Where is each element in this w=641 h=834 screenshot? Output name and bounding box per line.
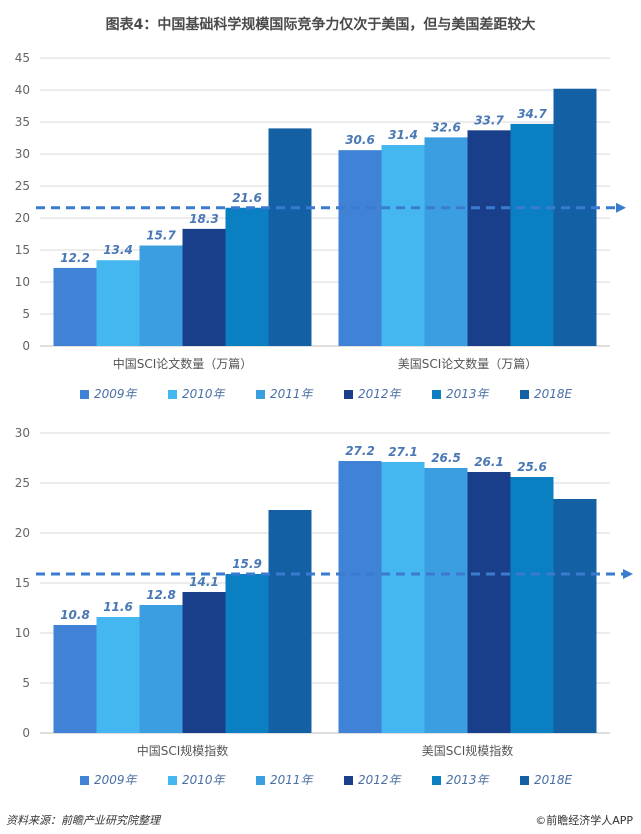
legend-label: 2013年	[446, 387, 491, 401]
legend-swatch	[520, 390, 529, 399]
data-label: 25.6	[517, 460, 547, 474]
bar	[225, 207, 269, 346]
y-tick-label: 10	[15, 626, 30, 640]
y-tick-label: 25	[15, 179, 30, 193]
y-tick-label: 40	[15, 83, 30, 97]
legend-label: 2010年	[182, 773, 227, 787]
y-tick-label: 5	[22, 307, 30, 321]
bar	[381, 145, 425, 346]
arrow-head-icon	[616, 202, 626, 213]
data-label: 18.3	[189, 212, 219, 226]
category-label: 美国SCI规模指数	[422, 743, 514, 758]
data-label: 11.6	[103, 600, 133, 614]
bar	[510, 477, 554, 733]
data-label: 31.4	[388, 128, 418, 142]
footer-source: 资料来源：前瞻产业研究院整理	[6, 814, 160, 827]
bar	[96, 260, 140, 346]
data-label: 12.2	[60, 251, 90, 265]
data-label: 33.7	[474, 113, 504, 127]
legend-swatch	[520, 776, 529, 785]
category-label: 美国SCI论文数量（万篇）	[398, 356, 538, 371]
bar	[424, 468, 468, 733]
arrow-head-icon	[623, 569, 633, 579]
bar	[182, 592, 226, 733]
data-label: 26.5	[431, 451, 461, 465]
footer-brand: ©前瞻经济学人APP	[535, 814, 633, 827]
data-label: 13.4	[103, 243, 133, 257]
data-label: 30.6	[345, 133, 375, 147]
legend-label: 2011年	[270, 387, 315, 401]
y-tick-label: 15	[15, 576, 30, 590]
bar	[338, 150, 382, 346]
data-label: 27.2	[345, 444, 375, 458]
bar	[268, 510, 312, 733]
data-label: 32.6	[431, 120, 461, 134]
bar	[381, 462, 425, 733]
sci-papers-bar-chart: 0 5 10 15 20 25 30 35 40 45 12.2 13.4 15.7 18.3 21.6 中国…	[15, 51, 626, 401]
bar	[467, 472, 511, 733]
y-tick-label: 5	[22, 676, 30, 690]
bar	[268, 128, 312, 346]
y-tick-label: 20	[15, 211, 30, 225]
legend-swatch	[256, 390, 265, 399]
bar	[510, 123, 554, 346]
bar	[467, 130, 511, 346]
legend-label: 2011年	[270, 773, 315, 787]
bar	[338, 461, 382, 733]
bar	[96, 617, 140, 733]
y-tick-label: 10	[15, 275, 30, 289]
data-label: 34.7	[517, 107, 547, 121]
bar	[53, 625, 97, 733]
bar	[182, 228, 226, 346]
data-label: 12.8	[146, 588, 176, 602]
legend-swatch	[168, 390, 177, 399]
chart-main-title: 图表4：中国基础科学规模国际竞争力仅次于美国，但与美国差距较大	[105, 17, 536, 33]
y-tick-label: 30	[15, 426, 30, 440]
legend-label: 2012年	[358, 773, 403, 787]
data-label: 14.1	[189, 575, 219, 589]
legend-label: 2013年	[446, 773, 491, 787]
legend-swatch	[344, 776, 353, 785]
legend-swatch	[168, 776, 177, 785]
category-label: 中国SCI规模指数	[137, 743, 229, 758]
legend-label: 2009年	[94, 773, 139, 787]
y-tick-label: 45	[15, 51, 30, 65]
bar	[553, 88, 597, 346]
bar	[424, 137, 468, 346]
bar	[139, 605, 183, 733]
y-tick-label: 35	[15, 115, 30, 129]
bar	[139, 245, 183, 346]
data-label: 27.1	[388, 445, 418, 459]
legend-swatch	[344, 390, 353, 399]
legend-swatch	[432, 776, 441, 785]
data-label: 21.6	[232, 191, 262, 205]
bar	[225, 574, 269, 733]
bar	[553, 499, 597, 733]
data-label: 15.9	[232, 557, 262, 571]
y-tick-label: 15	[15, 243, 30, 257]
y-tick-label: 25	[15, 476, 30, 490]
data-label: 15.7	[146, 229, 176, 243]
legend-swatch	[80, 390, 89, 399]
legend-label: 2010年	[182, 387, 227, 401]
y-tick-label: 0	[22, 339, 30, 353]
legend-label: 2009年	[94, 387, 139, 401]
legend-swatch	[80, 776, 89, 785]
legend-label: 2018E	[534, 773, 573, 787]
y-tick-label: 20	[15, 526, 30, 540]
y-tick-label: 30	[15, 147, 30, 161]
bar	[53, 267, 97, 346]
data-label: 10.8	[60, 608, 90, 622]
legend-label: 2012年	[358, 387, 403, 401]
y-tick-label: 0	[22, 726, 30, 740]
legend-label: 2018E	[534, 387, 573, 401]
legend-swatch	[432, 390, 441, 399]
category-label: 中国SCI论文数量（万篇）	[113, 356, 253, 371]
sci-scale-index-bar-chart: 0 5 10 15 20 25 30 10.8 11.6 12.8 14.1 15.9 中国SCI规模指…	[15, 426, 633, 787]
data-label: 26.1	[474, 455, 504, 469]
legend-swatch	[256, 776, 265, 785]
